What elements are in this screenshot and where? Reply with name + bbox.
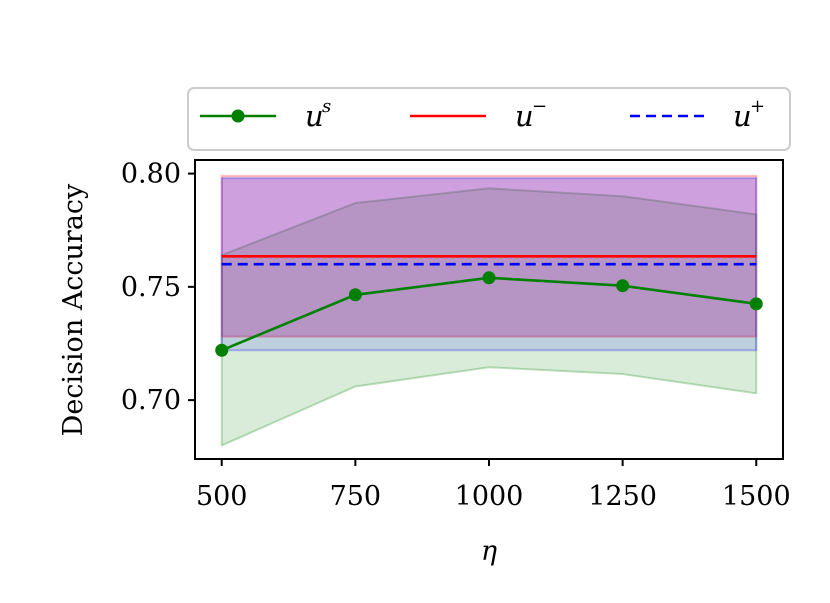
legend-label-superscript: s <box>322 96 331 117</box>
band-u-plus <box>220 177 758 352</box>
x-axis-ticks: 500 750 1000 1250 1500 <box>196 459 791 512</box>
y-tick-label: 0.75 <box>121 272 181 303</box>
x-tick-label: 1000 <box>455 481 524 512</box>
legend-label: u <box>515 99 534 133</box>
x-tick-label: 1500 <box>722 481 791 512</box>
series-markers <box>215 271 763 357</box>
data-point <box>215 343 229 357</box>
data-point <box>616 279 630 293</box>
data-point <box>348 288 362 302</box>
data-point <box>482 271 496 285</box>
data-point <box>749 297 763 311</box>
legend-label: u <box>305 99 324 133</box>
y-axis-label: Decision Accuracy <box>58 183 89 436</box>
y-tick-label: 0.80 <box>121 159 181 190</box>
legend-label-superscript: + <box>750 96 765 117</box>
legend-marker <box>231 109 245 123</box>
legend-frame <box>187 87 791 151</box>
x-tick-label: 750 <box>330 481 382 512</box>
legend-label-superscript: − <box>532 96 547 117</box>
legend: us u− u+ <box>187 87 791 151</box>
y-axis-ticks: 0.70 0.75 0.80 <box>121 159 195 416</box>
x-axis-label: η <box>481 536 497 567</box>
y-tick-label: 0.70 <box>121 385 181 416</box>
x-tick-label: 1250 <box>588 481 657 512</box>
plot-area: 500 750 1000 1250 1500 0.70 0.75 0.80 <box>121 159 791 512</box>
legend-label: u <box>733 99 752 133</box>
band-us <box>220 187 758 447</box>
x-tick-label: 500 <box>196 481 248 512</box>
